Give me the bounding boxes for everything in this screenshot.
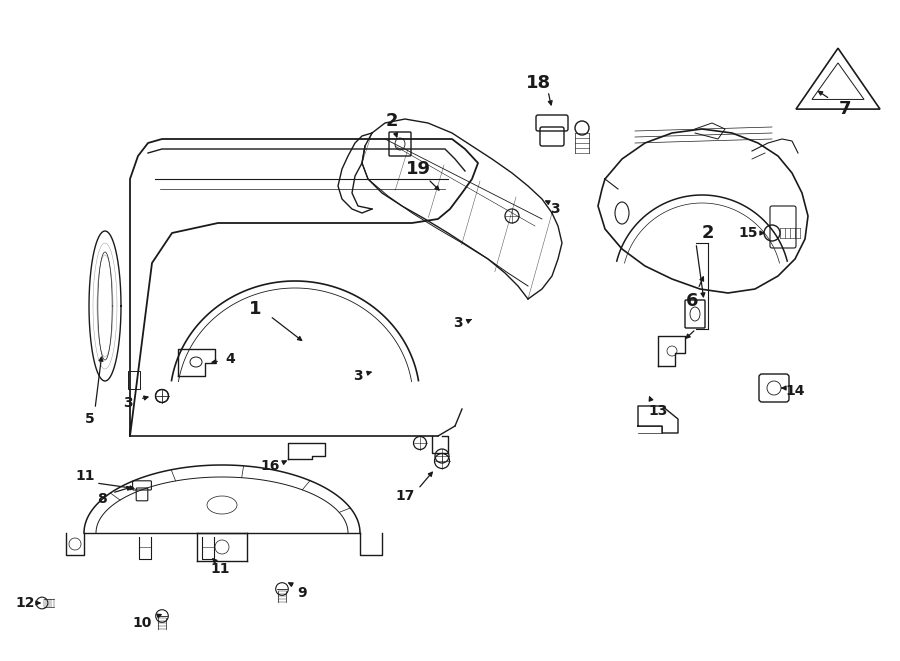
Text: 5: 5 — [86, 412, 94, 426]
Text: 13: 13 — [648, 404, 668, 418]
Text: 3: 3 — [353, 369, 363, 383]
Text: 14: 14 — [785, 384, 805, 398]
Text: 3: 3 — [123, 396, 133, 410]
Text: 4: 4 — [225, 352, 235, 366]
Text: 9: 9 — [297, 586, 307, 600]
Text: 1: 1 — [248, 300, 261, 318]
Text: 2: 2 — [386, 112, 398, 130]
Text: 2: 2 — [702, 224, 715, 242]
Text: 7: 7 — [839, 100, 851, 118]
Text: 11: 11 — [76, 469, 94, 483]
Text: 18: 18 — [526, 74, 551, 92]
Text: 10: 10 — [132, 616, 152, 630]
Text: 8: 8 — [97, 492, 107, 506]
Text: 19: 19 — [406, 160, 430, 178]
Text: 15: 15 — [738, 226, 758, 240]
Text: 11: 11 — [211, 562, 230, 576]
Text: 16: 16 — [260, 459, 280, 473]
Text: 12: 12 — [15, 596, 35, 610]
Text: 6: 6 — [686, 292, 698, 310]
Text: 3: 3 — [454, 316, 463, 330]
Text: 3: 3 — [550, 202, 560, 216]
Bar — [128, 371, 140, 389]
Text: 17: 17 — [395, 489, 415, 503]
